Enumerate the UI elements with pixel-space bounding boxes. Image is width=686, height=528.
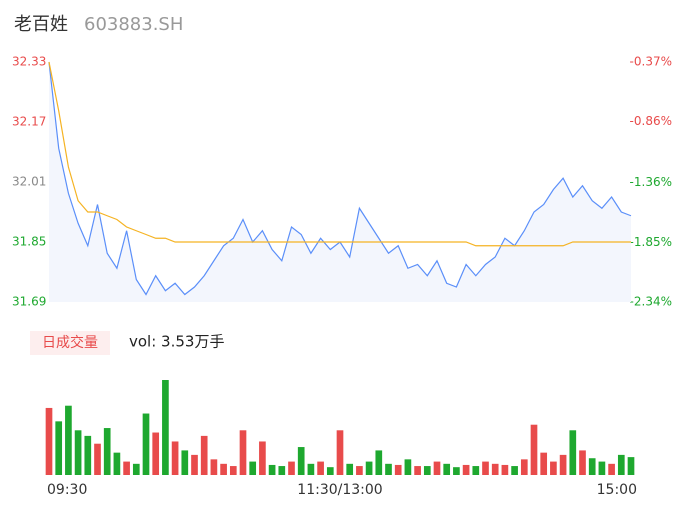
volume-bar bbox=[365, 461, 373, 475]
y-tick-label: 31.69 bbox=[12, 295, 46, 309]
volume-badge-text: 日成交量 bbox=[42, 334, 98, 351]
y2-tick-label: -1.36% bbox=[630, 175, 672, 189]
volume-bar bbox=[540, 452, 548, 475]
volume-bar bbox=[220, 463, 227, 475]
volume-bar bbox=[326, 467, 334, 475]
volume-bar bbox=[394, 464, 402, 475]
volume-bar bbox=[453, 467, 460, 475]
volume-bar bbox=[588, 458, 596, 475]
volume-bar bbox=[171, 441, 179, 475]
x-tick-label: 11:30/13:00 bbox=[297, 482, 382, 498]
y2-tick-label: -1.85% bbox=[630, 235, 672, 249]
volume-bar bbox=[259, 441, 266, 475]
volume-bar bbox=[229, 466, 237, 475]
y2-tick-label: -2.34% bbox=[630, 295, 672, 309]
volume-bar bbox=[239, 430, 247, 475]
volume-bar bbox=[249, 461, 257, 475]
volume-bar bbox=[84, 435, 92, 475]
volume-bar bbox=[550, 461, 557, 475]
volume-bar bbox=[191, 454, 198, 475]
volume-bar bbox=[520, 459, 528, 475]
volume-bar bbox=[297, 447, 305, 475]
volume-bar bbox=[472, 466, 480, 475]
volume-bar bbox=[598, 461, 606, 475]
volume-bar bbox=[423, 466, 431, 475]
stock-code: 603883.SH bbox=[84, 14, 183, 35]
y-tick-label: 32.33 bbox=[12, 55, 46, 69]
volume-bar bbox=[559, 454, 567, 475]
volume-bar bbox=[530, 424, 538, 475]
volume-bar bbox=[307, 463, 315, 475]
volume-bar bbox=[375, 450, 383, 475]
volume-bar bbox=[385, 463, 392, 475]
volume-bar bbox=[627, 457, 635, 475]
volume-bar bbox=[162, 380, 169, 475]
volume-bar bbox=[74, 430, 82, 475]
volume-bar bbox=[132, 463, 140, 475]
x-tick-label: 09:30 bbox=[47, 482, 87, 498]
volume-bar bbox=[617, 454, 625, 475]
volume-bar bbox=[336, 430, 344, 475]
volume-bar bbox=[414, 466, 421, 475]
y2-tick-label: -0.86% bbox=[630, 114, 672, 128]
volume-bar bbox=[55, 421, 63, 475]
volume-bar bbox=[482, 461, 489, 475]
volume-bar bbox=[152, 432, 160, 475]
volume-bar bbox=[356, 466, 363, 475]
volume-bar bbox=[142, 413, 150, 475]
volume-bar bbox=[404, 459, 412, 475]
volume-bar bbox=[123, 461, 130, 475]
volume-text: vol: 3.53万手 bbox=[129, 333, 224, 351]
volume-bar bbox=[113, 452, 121, 475]
volume-bar bbox=[569, 430, 577, 475]
volume-bar bbox=[65, 405, 72, 475]
volume-bar bbox=[94, 443, 101, 475]
volume-bar bbox=[200, 435, 208, 475]
y-tick-label: 32.17 bbox=[12, 115, 46, 129]
volume-bar bbox=[268, 464, 276, 475]
volume-bar bbox=[462, 464, 470, 475]
price-area bbox=[49, 62, 631, 302]
volume-bar bbox=[278, 466, 286, 475]
y-tick-label: 32.01 bbox=[12, 175, 46, 189]
volume-bar bbox=[608, 463, 615, 475]
volume-bar bbox=[181, 450, 189, 475]
volume-bar bbox=[346, 463, 354, 475]
volume-bar bbox=[443, 463, 451, 475]
volume-bar bbox=[433, 461, 441, 475]
y-tick-label: 31.85 bbox=[12, 235, 46, 249]
y2-tick-label: -0.37% bbox=[630, 55, 672, 69]
volume-bar bbox=[210, 459, 218, 475]
volume-bar bbox=[45, 407, 53, 475]
volume-bar bbox=[317, 461, 324, 475]
volume-bar bbox=[288, 461, 295, 475]
stock-name: 老百姓 bbox=[14, 14, 68, 35]
line-average bbox=[48, 61, 631, 247]
volume-bar bbox=[511, 466, 518, 475]
volume-bar bbox=[103, 428, 111, 475]
volume-bar bbox=[501, 464, 509, 475]
volume-badge bbox=[30, 331, 110, 355]
volume-bar bbox=[579, 450, 586, 475]
x-tick-label: 15:00 bbox=[597, 482, 637, 498]
volume-bar bbox=[491, 463, 499, 475]
